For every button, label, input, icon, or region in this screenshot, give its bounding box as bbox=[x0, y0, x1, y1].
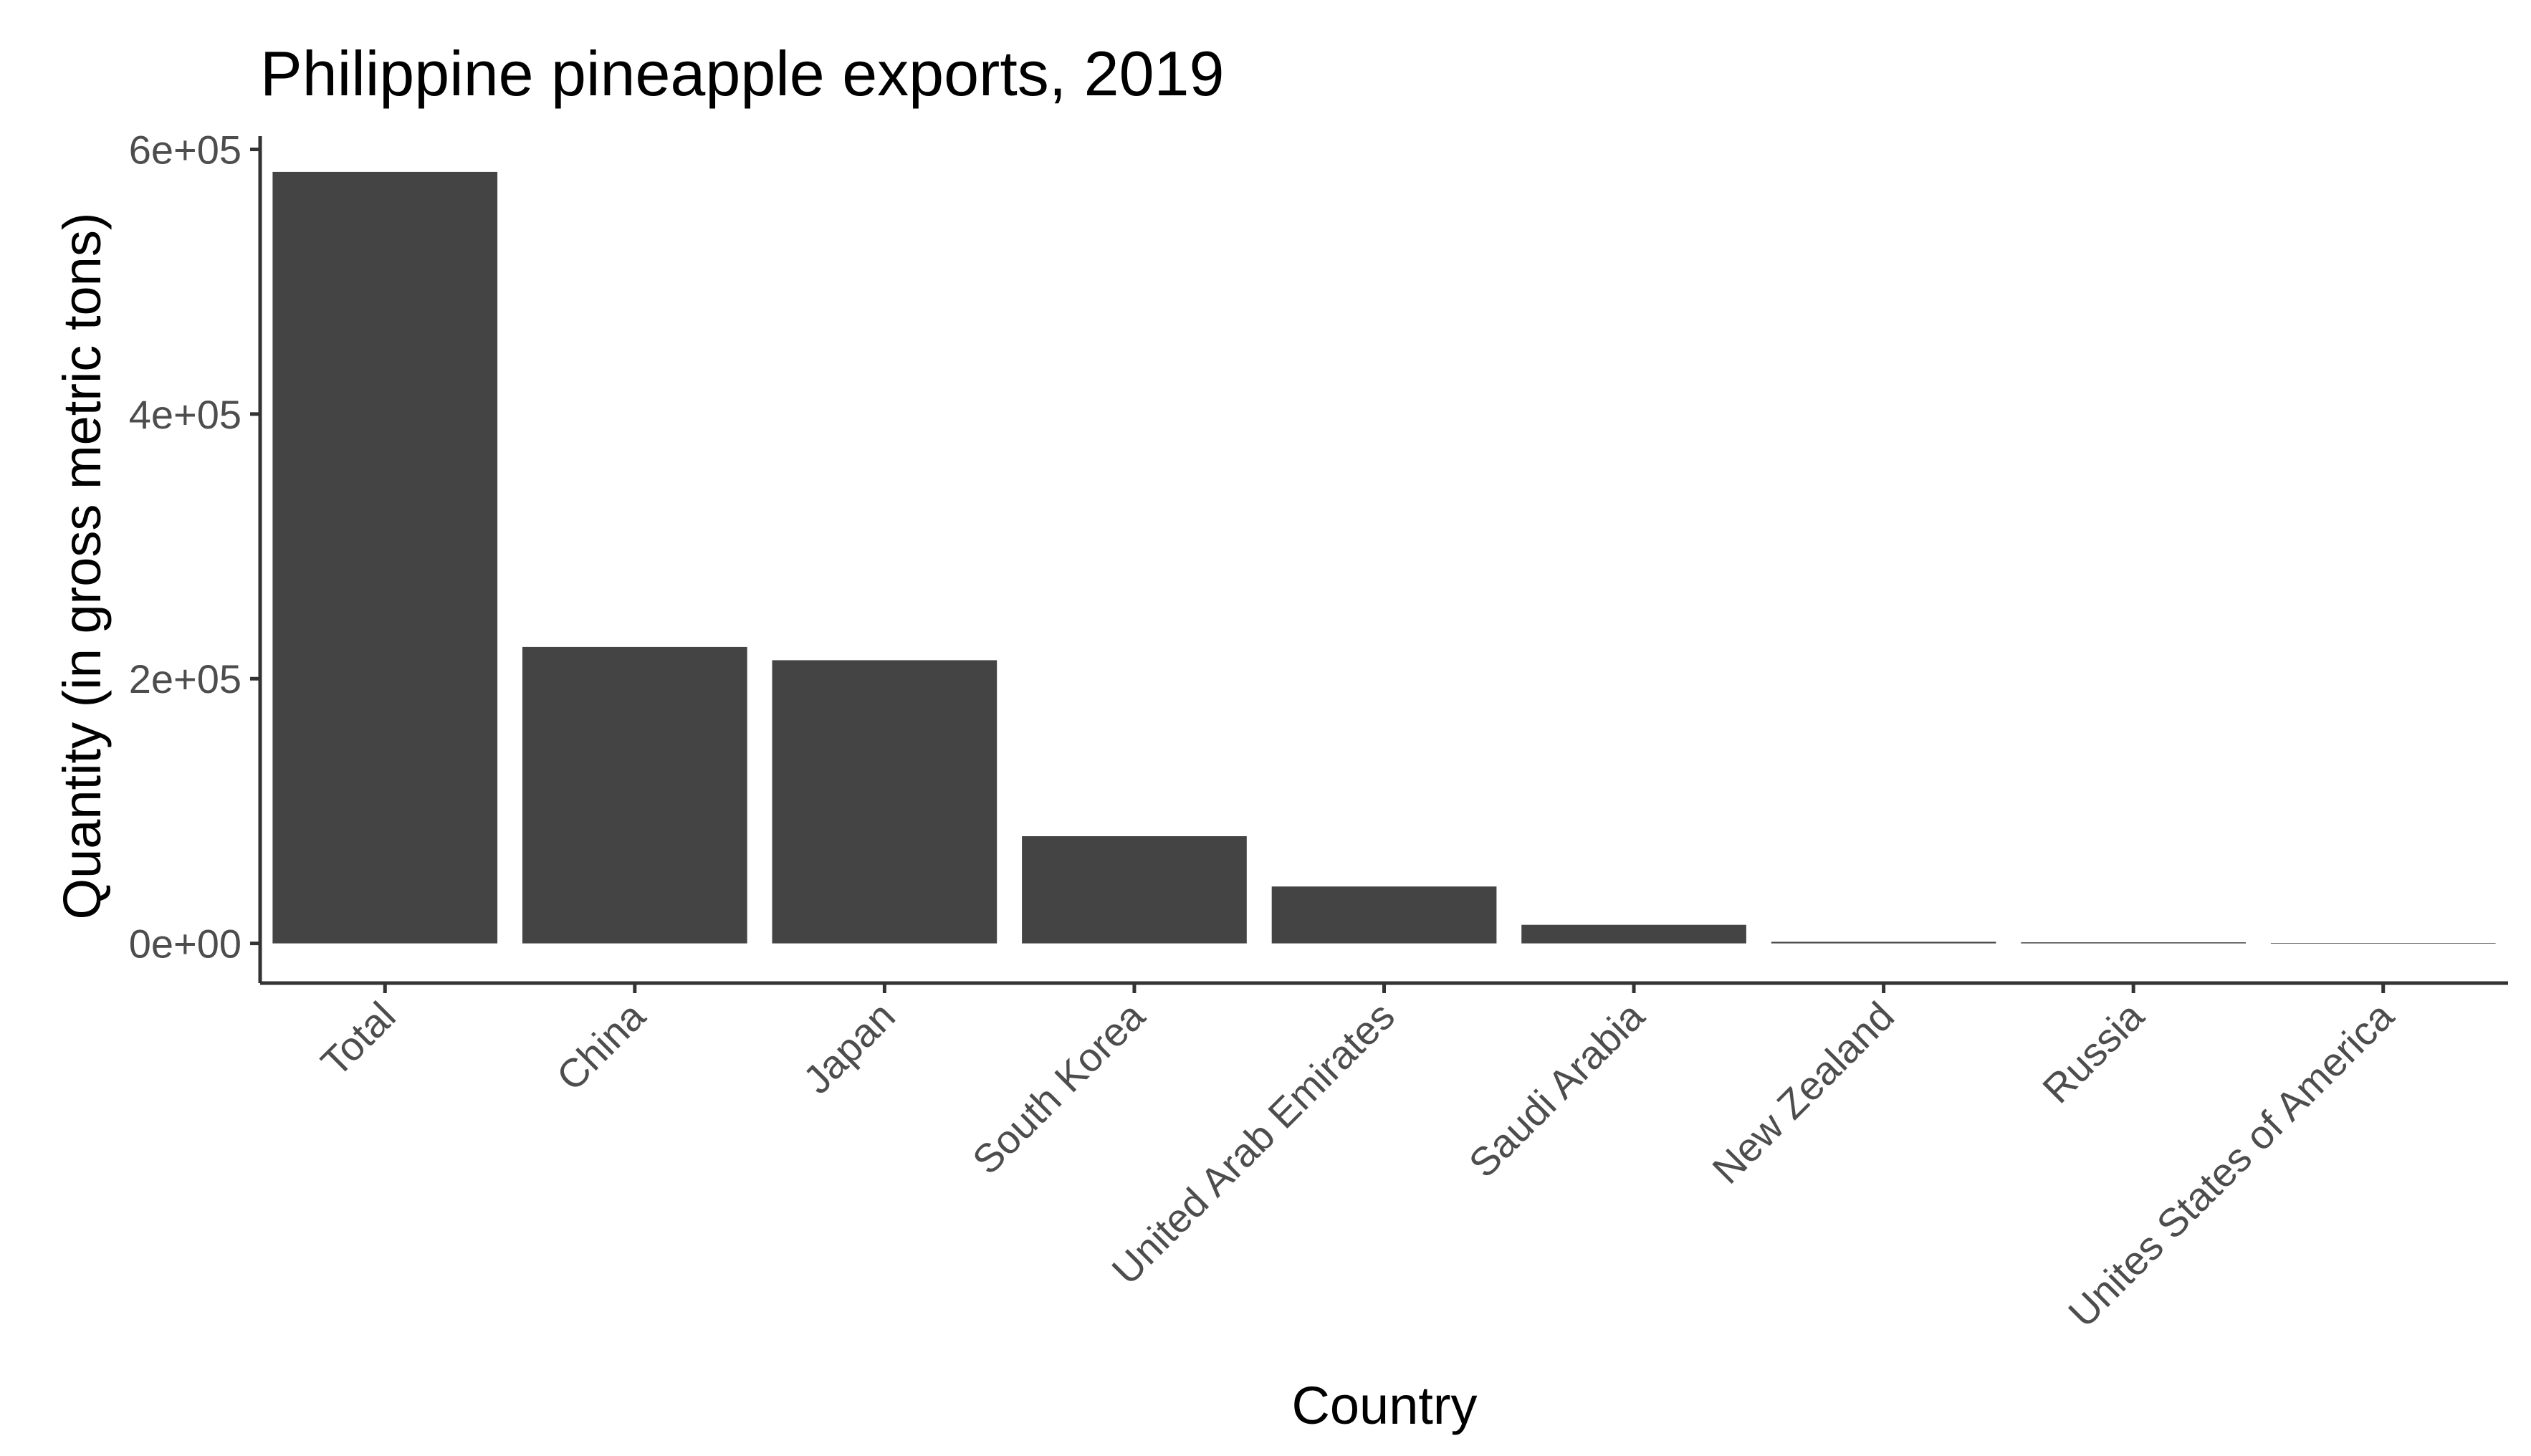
bar bbox=[1771, 942, 1996, 944]
y-axis: 0e+00 2e+05 4e+05 6e+05 bbox=[129, 127, 262, 983]
y-tick-label: 4e+05 bbox=[129, 392, 241, 437]
bar bbox=[522, 646, 747, 944]
y-axis-title: Quantity (in gross metric tons) bbox=[52, 213, 112, 920]
bar bbox=[772, 660, 997, 944]
bar bbox=[2270, 943, 2496, 944]
x-tick-label: New Zealand bbox=[1703, 993, 1903, 1192]
bar bbox=[1271, 886, 1497, 944]
x-axis-title: Country bbox=[1291, 1376, 1477, 1435]
y-tick-label: 0e+00 bbox=[129, 921, 241, 967]
x-tick-label: Japan bbox=[794, 993, 903, 1102]
bar bbox=[1022, 836, 1247, 944]
x-tick-label: United Arab Emirates bbox=[1103, 993, 1403, 1293]
bar bbox=[1521, 924, 1746, 944]
x-tick-label: China bbox=[547, 992, 654, 1099]
bar bbox=[272, 171, 498, 944]
chart-title: Philippine pineapple exports, 2019 bbox=[260, 38, 1224, 109]
bar bbox=[2021, 942, 2246, 944]
x-tick-label: Russia bbox=[2034, 992, 2153, 1111]
x-tick-label: Saudi Arabia bbox=[1460, 992, 1653, 1186]
y-tick-label: 6e+05 bbox=[129, 127, 241, 172]
x-tick-label: South Korea bbox=[964, 992, 1154, 1182]
x-tick-label: Total bbox=[312, 993, 404, 1085]
bars-group bbox=[272, 171, 2496, 944]
y-tick-label: 2e+05 bbox=[129, 656, 241, 701]
